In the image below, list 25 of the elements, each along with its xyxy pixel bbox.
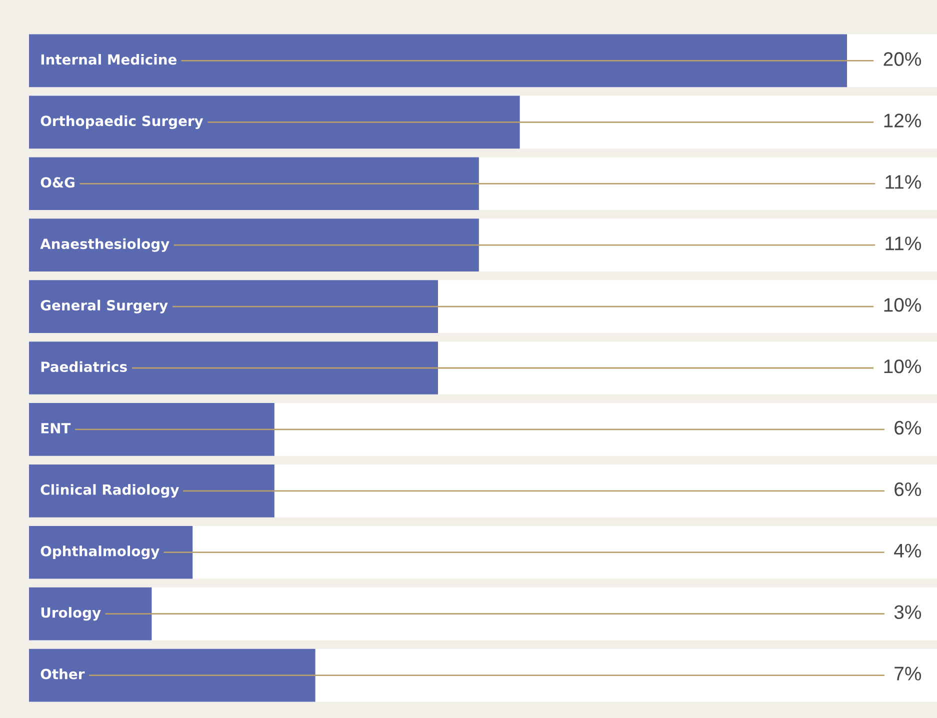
y-tick-label: Internal Medicine: [41, 54, 177, 65]
data-label: 11%: [886, 236, 922, 250]
data-label: 10%: [884, 298, 922, 312]
data-label: 20%: [884, 52, 922, 66]
data-label: 6%: [894, 420, 922, 435]
data-label: 7%: [894, 666, 922, 680]
data-label: 11%: [886, 175, 922, 189]
y-tick-label: Ophthalmology: [40, 546, 160, 560]
y-tick-label: Urology: [41, 607, 101, 621]
y-tick-label: General Surgery: [40, 300, 168, 314]
bar: [29, 587, 152, 640]
y-tick-label: Other: [40, 668, 85, 680]
data-label: 10%: [884, 359, 922, 374]
y-tick-label: ENT: [41, 423, 71, 434]
y-tick-label: O&G: [40, 177, 74, 188]
y-tick-label: Paediatrics: [41, 361, 127, 372]
data-label: 12%: [884, 114, 922, 128]
bar: [29, 526, 193, 579]
data-label: 3%: [894, 605, 922, 620]
bar: [29, 648, 316, 702]
y-tick-label: Orthopaedic Surgery: [40, 115, 204, 129]
y-tick-label: Anaesthesiology: [40, 238, 170, 252]
data-label: 6%: [894, 482, 922, 496]
data-label: 4%: [894, 544, 922, 558]
y-tick-label: Clinical Radiology: [40, 484, 180, 498]
